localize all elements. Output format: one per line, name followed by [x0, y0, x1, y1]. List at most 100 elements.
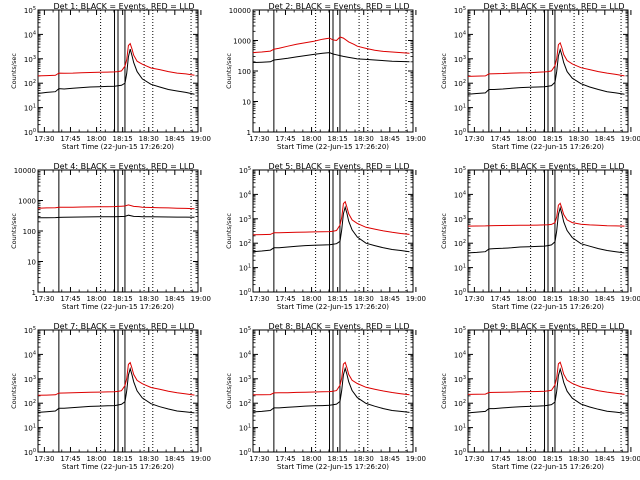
x-tick-label: 17:30 [249, 455, 269, 463]
x-tick-label: 17:45 [60, 295, 80, 303]
x-tick-label: 18:30 [354, 295, 374, 303]
x-axis-label: Start Time (22-Jun-15 17:26:20) [492, 463, 604, 471]
y-tick-label: 104 [24, 30, 36, 39]
x-tick-label: 18:30 [569, 135, 589, 143]
x-tick-label: 17:30 [249, 135, 269, 143]
panel-title: Det 5: BLACK = Events, RED = LLD [269, 162, 410, 171]
y-tick-label: 102 [454, 239, 466, 248]
y-axis-label: Counts/sec [440, 373, 448, 409]
series-lld-line [252, 361, 410, 396]
panel-det-7: Det 7: BLACK = Events, RED = LLD 100 101 10… [10, 322, 211, 471]
x-tick-label: 18:45 [165, 295, 185, 303]
y-tick-label: 103 [24, 55, 36, 64]
y-tick-label: 10000 [229, 7, 251, 15]
y-axis-label: Counts/sec [225, 373, 233, 409]
y-axis-label: Counts/sec [10, 213, 18, 249]
y-tick-label: 100 [24, 448, 36, 457]
x-tick-label: 18:00 [86, 455, 106, 463]
y-axis-label: Counts/sec [225, 213, 233, 249]
series-lld-line [37, 204, 195, 210]
x-tick-label: 18:00 [301, 455, 321, 463]
x-tick-label: 18:15 [328, 135, 348, 143]
panel-det-1: Det 1: BLACK = Events, RED = LLD 100 101 10… [10, 2, 211, 151]
panel-title: Det 8: BLACK = Events, RED = LLD [269, 322, 410, 331]
x-tick-label: 18:00 [86, 135, 106, 143]
x-tick-label: 18:30 [139, 455, 159, 463]
x-tick-label: 18:30 [354, 135, 374, 143]
y-axis-label: Counts/sec [10, 373, 18, 409]
y-tick-label: 102 [24, 79, 36, 88]
x-tick-label: 17:30 [34, 455, 54, 463]
series-events-line [37, 366, 195, 414]
y-tick-label: 100 [454, 128, 466, 137]
y-tick-label: 101 [454, 104, 466, 113]
x-axis-label: Start Time (22-Jun-15 17:26:20) [492, 143, 604, 151]
y-tick-label: 1 [247, 129, 251, 137]
x-tick-label: 19:00 [191, 455, 211, 463]
series-events-line [467, 206, 625, 254]
series-events-line [467, 47, 625, 95]
y-tick-label: 102 [239, 239, 251, 248]
y-tick-label: 101 [239, 264, 251, 273]
y-tick-label: 105 [239, 166, 251, 175]
panel-det-9: Det 9: BLACK = Events, RED = LLD 100 101 10… [440, 322, 640, 471]
series-events-line [37, 214, 195, 219]
x-tick-label: 17:30 [464, 455, 484, 463]
y-tick-label: 105 [239, 326, 251, 335]
series-lld-line [252, 200, 410, 236]
series-events-line [252, 205, 410, 253]
x-tick-label: 19:00 [406, 455, 426, 463]
y-tick-label: 101 [454, 424, 466, 433]
y-tick-label: 104 [454, 190, 466, 199]
x-tick-label: 17:45 [490, 455, 510, 463]
x-tick-label: 18:15 [328, 295, 348, 303]
x-tick-label: 18:15 [113, 295, 133, 303]
y-tick-label: 103 [454, 215, 466, 224]
x-tick-label: 17:45 [60, 135, 80, 143]
x-tick-label: 17:45 [275, 295, 295, 303]
series-lld-line [467, 202, 625, 227]
x-tick-label: 18:30 [569, 455, 589, 463]
x-tick-label: 18:15 [543, 295, 563, 303]
x-tick-label: 17:45 [490, 295, 510, 303]
x-tick-label: 18:15 [328, 455, 348, 463]
x-tick-label: 18:45 [165, 135, 185, 143]
y-tick-label: 101 [239, 424, 251, 433]
y-tick-label: 100 [24, 128, 36, 137]
y-tick-label: 1 [32, 289, 36, 297]
series-events-line [37, 48, 195, 95]
x-axis-label: Start Time (22-Jun-15 17:26:20) [62, 303, 174, 311]
y-tick-label: 100 [454, 288, 466, 297]
series-lld-line [37, 361, 195, 396]
panel-det-8: Det 8: BLACK = Events, RED = LLD 100 101 10… [225, 322, 426, 471]
y-tick-label: 10 [242, 99, 251, 107]
y-tick-label: 101 [24, 104, 36, 113]
x-tick-label: 17:30 [249, 295, 269, 303]
x-tick-label: 18:45 [165, 455, 185, 463]
y-axis-label: Counts/sec [440, 53, 448, 89]
y-tick-label: 100 [238, 68, 251, 76]
series-events-line [252, 52, 410, 63]
x-axis-label: Start Time (22-Jun-15 17:26:20) [62, 463, 174, 471]
series-lld-line [467, 361, 625, 395]
y-tick-label: 10000 [14, 167, 36, 175]
x-tick-label: 18:45 [595, 455, 615, 463]
x-tick-label: 19:00 [621, 135, 640, 143]
x-tick-label: 18:00 [301, 295, 321, 303]
y-tick-label: 105 [454, 326, 466, 335]
x-axis-label: Start Time (22-Jun-15 17:26:20) [277, 143, 389, 151]
y-tick-label: 10 [27, 259, 36, 267]
y-tick-label: 101 [454, 264, 466, 273]
x-tick-label: 19:00 [191, 295, 211, 303]
panel-title: Det 4: BLACK = Events, RED = LLD [54, 162, 195, 171]
x-tick-label: 17:30 [464, 135, 484, 143]
y-tick-label: 103 [454, 375, 466, 384]
y-tick-label: 105 [454, 6, 466, 15]
y-tick-label: 103 [24, 375, 36, 384]
x-tick-label: 18:45 [380, 135, 400, 143]
x-tick-label: 17:45 [275, 135, 295, 143]
panel-title: Det 6: BLACK = Events, RED = LLD [484, 162, 625, 171]
panel-det-4: Det 4: BLACK = Events, RED = LLD 1 10 100 10… [10, 162, 211, 311]
x-axis-label: Start Time (22-Jun-15 17:26:20) [492, 303, 604, 311]
